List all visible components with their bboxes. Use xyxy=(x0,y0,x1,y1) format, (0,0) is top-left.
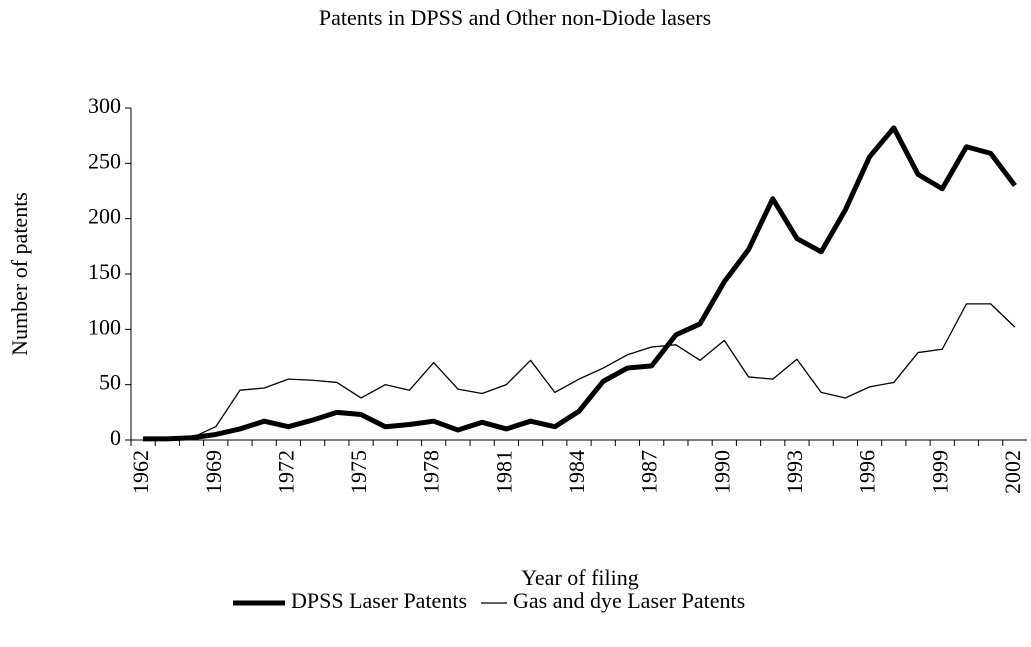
x-tick-label: 1996 xyxy=(855,450,880,494)
y-tick-label: 150 xyxy=(88,259,121,284)
x-tick-label: 2002 xyxy=(1000,450,1025,494)
x-tick-label: 1999 xyxy=(927,450,952,494)
x-axis-label: Year of filing xyxy=(521,565,639,590)
data-line xyxy=(143,303,1016,440)
y-tick-label: 300 xyxy=(88,93,121,118)
x-tick-label: 1990 xyxy=(709,450,734,494)
x-tick-label: 1969 xyxy=(201,450,226,494)
x-tick-label: 1993 xyxy=(782,450,807,494)
y-tick-label: 250 xyxy=(88,148,121,173)
legend-label: Gas and dye Laser Patents xyxy=(513,588,745,613)
x-tick-label: 1978 xyxy=(419,450,444,494)
y-tick-label: 100 xyxy=(88,314,121,339)
y-tick-label: 0 xyxy=(110,425,121,450)
x-tick-label: 1984 xyxy=(564,450,589,494)
legend-label: DPSS Laser Patents xyxy=(291,588,467,613)
x-tick-label: 1975 xyxy=(346,450,371,494)
y-tick-label: 200 xyxy=(88,204,121,229)
data-line xyxy=(143,125,1017,442)
x-tick-label: 1962 xyxy=(128,450,153,494)
y-tick-label: 50 xyxy=(99,370,121,395)
y-axis-label: Number of patents xyxy=(7,192,32,356)
x-tick-label: 1987 xyxy=(637,450,662,494)
x-tick-label: 1981 xyxy=(491,450,516,494)
x-tick-label: 1972 xyxy=(273,450,298,494)
chart-title: Patents in DPSS and Other non-Diode lase… xyxy=(319,5,711,30)
